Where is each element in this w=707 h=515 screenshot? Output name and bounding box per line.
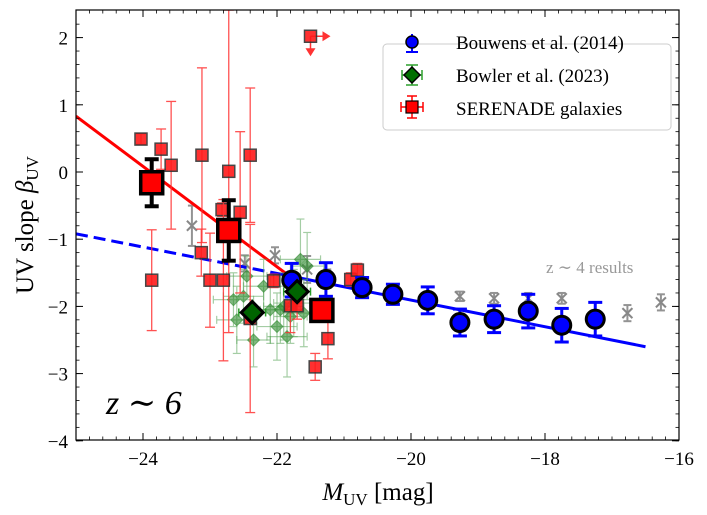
x-tick-label: −18 — [530, 449, 560, 470]
bouwens-marker — [517, 300, 539, 322]
z4-results-annotation: z ∼ 4 results — [546, 258, 633, 277]
y-axis-label: UV slope βUV — [12, 155, 42, 294]
fit-line — [76, 115, 292, 279]
serenade-marker — [164, 158, 178, 173]
bouwens-marker — [551, 314, 573, 336]
x-axis-label: MUV [mag] — [321, 479, 433, 509]
square-marker-icon — [405, 100, 419, 114]
z4-x-marker — [454, 290, 466, 303]
bowler-marker — [239, 299, 266, 326]
x-tick-label: −24 — [128, 449, 158, 470]
serenade-binned-marker — [138, 170, 165, 196]
serenade-marker — [154, 142, 168, 156]
plot-frame — [75, 9, 680, 441]
legend-box — [382, 43, 672, 131]
serenade-marker — [203, 273, 217, 287]
bouwens-marker — [382, 283, 404, 305]
serenade-marker — [144, 273, 159, 287]
serenade-binned-marker — [309, 297, 335, 324]
circle-marker-icon — [405, 35, 419, 49]
bouwens-marker — [417, 289, 439, 311]
serenade-marker — [303, 29, 318, 44]
z4-x-marker — [269, 249, 281, 262]
z4-x-marker — [556, 292, 568, 305]
z4-x-marker — [488, 292, 500, 305]
serenade-marker — [195, 148, 209, 162]
legend-marker-bowler — [401, 64, 423, 86]
serenade-marker — [194, 245, 209, 260]
legend-label-bouwens: Bouwens et al. (2014) — [456, 33, 624, 54]
serenade-marker — [308, 360, 322, 374]
plot-area — [76, 10, 667, 414]
redshift-annotation: z ∼ 6 — [105, 385, 182, 422]
bowler-individual-marker — [226, 292, 241, 307]
y-tick-label: −3 — [48, 365, 68, 386]
y-tick-label: −4 — [48, 432, 69, 453]
legend-marker-serenade — [400, 95, 424, 119]
serenade-marker — [215, 202, 229, 217]
z4-x-marker — [655, 296, 667, 309]
bouwens-marker — [483, 308, 505, 330]
z4-x-marker — [186, 220, 198, 232]
y-tick-label: −1 — [48, 230, 68, 251]
diamond-marker-icon — [402, 65, 422, 85]
z4-x-marker — [621, 307, 634, 319]
bowler-individual-marker — [300, 259, 314, 273]
serenade-marker — [216, 273, 231, 287]
bouwens-marker — [584, 308, 606, 330]
legend: Bouwens et al. (2014) Bowler et al. (202… — [382, 33, 672, 131]
y-tick-label: 1 — [59, 96, 69, 117]
bouwens-marker — [351, 277, 373, 299]
y-tick-label: 0 — [59, 163, 69, 184]
bouwens-marker — [315, 269, 337, 291]
serenade-marker — [321, 331, 335, 346]
bowler-marker — [283, 278, 311, 305]
legend-label-serenade: SERENADE galaxies — [456, 99, 622, 120]
serenade-marker — [243, 148, 257, 162]
serenade-marker — [134, 132, 148, 146]
serenade-marker — [233, 205, 247, 220]
x-tick-label: −20 — [396, 449, 426, 470]
serenade-marker — [350, 263, 365, 277]
x-tick-label: −22 — [262, 449, 292, 470]
x-tick-label: −16 — [664, 449, 694, 470]
serenade-marker — [222, 164, 236, 179]
legend-label-bowler: Bowler et al. (2023) — [456, 66, 609, 87]
serenade-binned-marker — [216, 217, 242, 244]
legend-marker-bouwens — [405, 34, 419, 53]
y-tick-label: −2 — [48, 297, 68, 318]
serenade-marker — [266, 274, 281, 288]
bouwens-marker — [449, 312, 471, 334]
y-tick-label: 2 — [59, 29, 69, 50]
axis-ticks: −24 −22 −20 −18 −16 −4 −3 −2 −1 0 1 2 — [48, 10, 694, 470]
